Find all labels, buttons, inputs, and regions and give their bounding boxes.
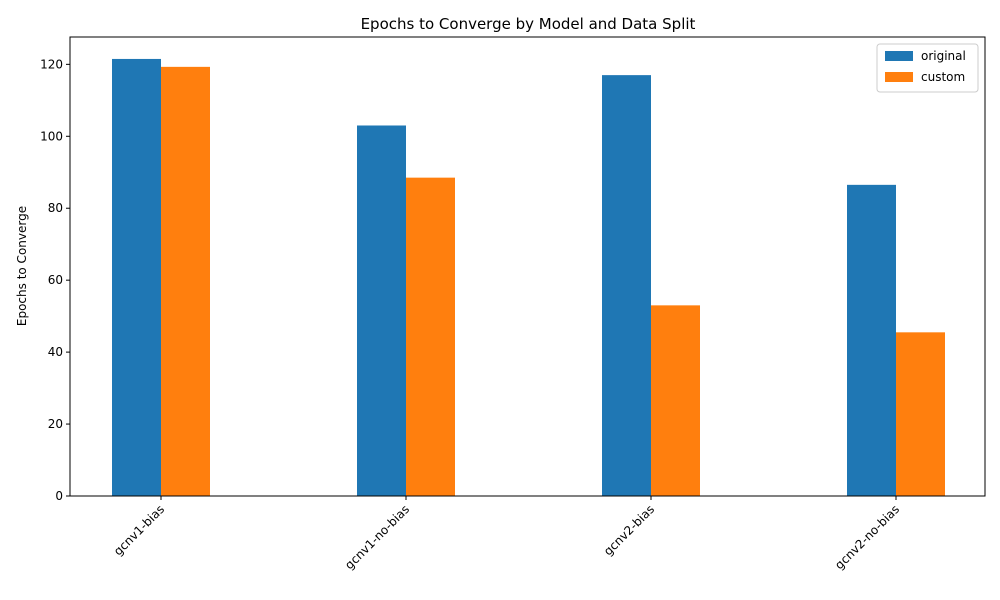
y-tick-label: 120 (40, 57, 63, 71)
legend-swatch-original (885, 51, 913, 61)
y-tick-label: 40 (48, 345, 63, 359)
bar-custom-gcnv2-no-bias (896, 332, 945, 496)
y-axis-label: Epochs to Converge (15, 206, 29, 326)
y-axis: 0 20 40 60 80 100 120 (40, 57, 70, 503)
legend-label-custom: custom (921, 70, 965, 84)
legend-label-original: original (921, 49, 966, 63)
bar-original-gcnv1-bias (112, 58, 161, 497)
bar-custom-gcnv1-no-bias (406, 177, 455, 496)
x-tick-label: gcnv2-no-bias (832, 502, 902, 572)
legend-swatch-custom (885, 72, 913, 82)
x-tick-label: gcnv1-bias (111, 502, 167, 558)
bar-original-gcnv2-no-bias (847, 184, 896, 496)
bar-custom-gcnv1-bias (161, 66, 210, 497)
chart-title: Epochs to Converge by Model and Data Spl… (361, 15, 696, 33)
y-tick-label: 80 (48, 201, 63, 215)
y-tick-label: 20 (48, 417, 63, 431)
bar-original-gcnv1-no-bias (357, 125, 406, 496)
bar-original-gcnv2-bias (602, 75, 651, 496)
x-tick-label: gcnv2-bias (601, 502, 657, 558)
plot-frame (69, 36, 986, 497)
x-tick-label: gcnv1-no-bias (342, 502, 412, 572)
y-tick-label: 60 (48, 273, 63, 287)
y-tick-label: 100 (40, 129, 63, 143)
bars-group (112, 58, 945, 497)
bar-custom-gcnv2-bias (651, 305, 700, 496)
legend: original custom (876, 43, 979, 93)
y-tick-label: 0 (55, 489, 63, 503)
x-axis: gcnv1-bias gcnv1-no-bias gcnv2-bias gcnv2-n… (111, 496, 902, 572)
